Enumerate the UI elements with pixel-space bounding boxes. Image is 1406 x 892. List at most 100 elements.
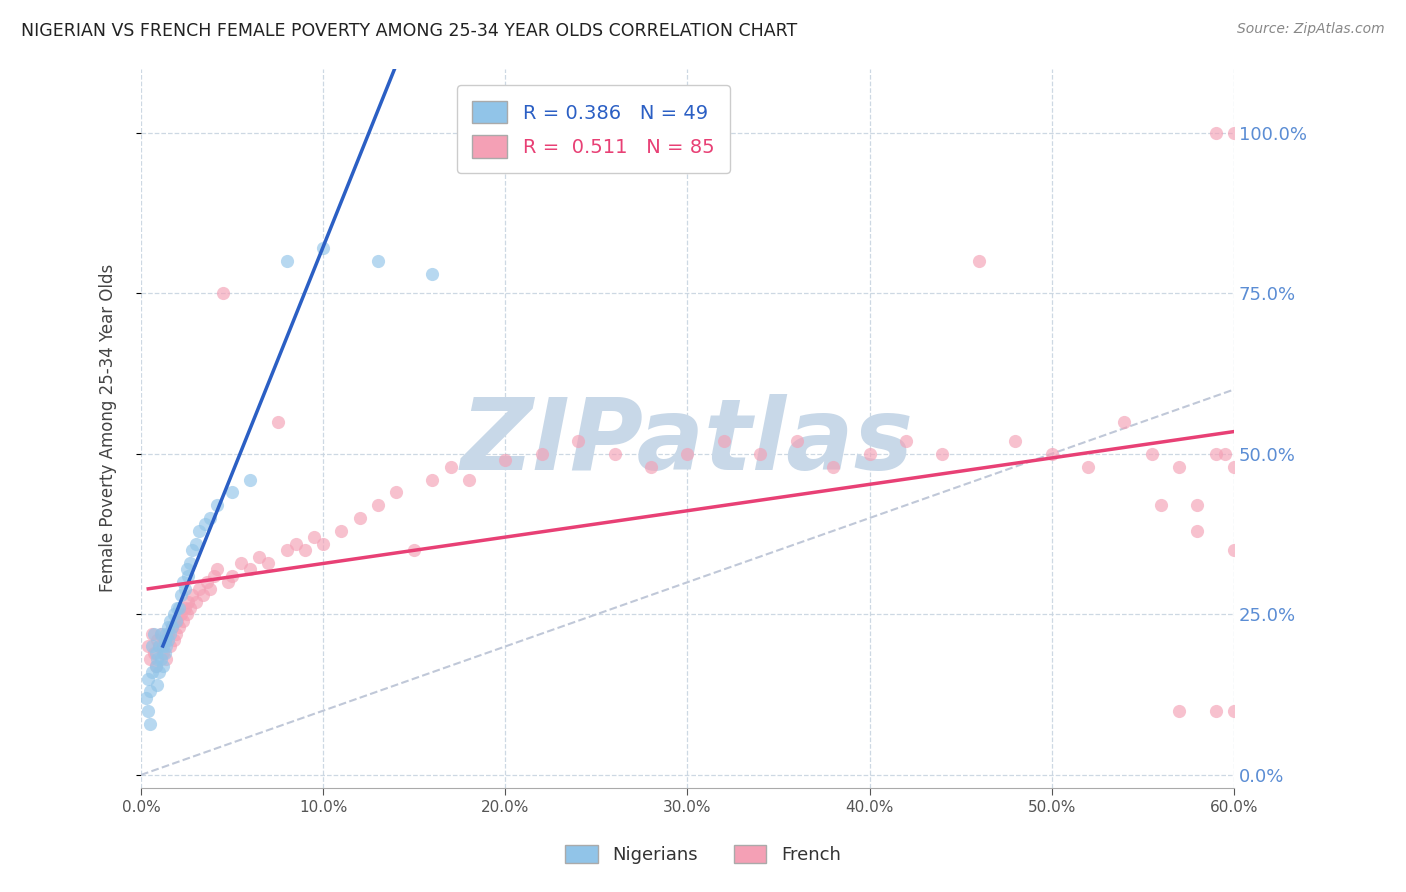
Point [142, 626, 165, 640]
Point [167, 620, 190, 634]
Point [152, 658, 174, 673]
Point [457, 473, 479, 487]
Legend: Nigerians, French: Nigerians, French [551, 830, 855, 879]
Point [1004, 434, 1026, 448]
Point [139, 716, 162, 731]
Point [136, 640, 159, 654]
Point [181, 588, 204, 602]
Point [1150, 498, 1173, 512]
Point [139, 684, 162, 698]
Point [967, 254, 990, 268]
Point [1140, 447, 1163, 461]
Point [165, 626, 187, 640]
Point [163, 607, 186, 622]
Point [136, 704, 159, 718]
Point [148, 665, 170, 680]
Point [266, 415, 288, 429]
Point [1040, 447, 1063, 461]
Point [145, 658, 167, 673]
Point [157, 626, 180, 640]
Point [145, 658, 167, 673]
Point [202, 569, 225, 583]
Point [257, 556, 280, 570]
Point [1223, 126, 1246, 140]
Point [173, 601, 195, 615]
Point [159, 626, 181, 640]
Point [404, 543, 426, 558]
Point [198, 582, 221, 596]
Point [1077, 459, 1099, 474]
Point [195, 575, 218, 590]
Point [1223, 459, 1246, 474]
Point [1205, 704, 1227, 718]
Point [294, 543, 316, 558]
Point [191, 588, 214, 602]
Point [713, 434, 735, 448]
Point [163, 633, 186, 648]
Point [1168, 704, 1191, 718]
Point [422, 267, 444, 281]
Point [152, 646, 174, 660]
Point [148, 640, 170, 654]
Point [159, 614, 181, 628]
Point [155, 626, 177, 640]
Point [276, 254, 298, 268]
Point [150, 626, 173, 640]
Point [1223, 704, 1246, 718]
Point [152, 640, 174, 654]
Point [157, 620, 180, 634]
Point [136, 672, 159, 686]
Point [160, 620, 183, 634]
Point [640, 459, 662, 474]
Point [181, 543, 204, 558]
Text: ZIPatlas: ZIPatlas [461, 394, 914, 491]
Point [530, 447, 553, 461]
Point [1213, 447, 1236, 461]
Point [349, 511, 371, 525]
Point [1114, 415, 1136, 429]
Point [567, 434, 589, 448]
Point [146, 652, 169, 666]
Point [284, 537, 307, 551]
Point [177, 594, 200, 608]
Point [385, 485, 408, 500]
Point [1223, 543, 1246, 558]
Point [931, 447, 953, 461]
Point [150, 652, 173, 666]
Point [858, 447, 880, 461]
Point [153, 646, 176, 660]
Point [302, 530, 325, 544]
Point [1187, 524, 1209, 538]
Point [184, 537, 207, 551]
Point [786, 434, 808, 448]
Point [231, 556, 253, 570]
Point [188, 582, 211, 596]
Point [167, 601, 190, 615]
Point [367, 498, 389, 512]
Point [170, 607, 193, 622]
Point [1168, 459, 1191, 474]
Point [146, 678, 169, 692]
Point [172, 614, 194, 628]
Point [159, 640, 181, 654]
Point [221, 485, 243, 500]
Point [212, 286, 235, 301]
Point [141, 665, 163, 680]
Y-axis label: Female Poverty Among 25-34 Year Olds: Female Poverty Among 25-34 Year Olds [100, 264, 117, 592]
Point [221, 569, 243, 583]
Point [170, 588, 193, 602]
Point [894, 434, 917, 448]
Point [157, 633, 180, 648]
Point [239, 562, 262, 576]
Point [135, 690, 157, 705]
Point [194, 517, 217, 532]
Point [312, 537, 335, 551]
Point [207, 498, 229, 512]
Point [494, 453, 516, 467]
Point [177, 569, 200, 583]
Point [239, 473, 262, 487]
Point [179, 556, 201, 570]
Point [749, 447, 772, 461]
Point [422, 473, 444, 487]
Point [142, 646, 165, 660]
